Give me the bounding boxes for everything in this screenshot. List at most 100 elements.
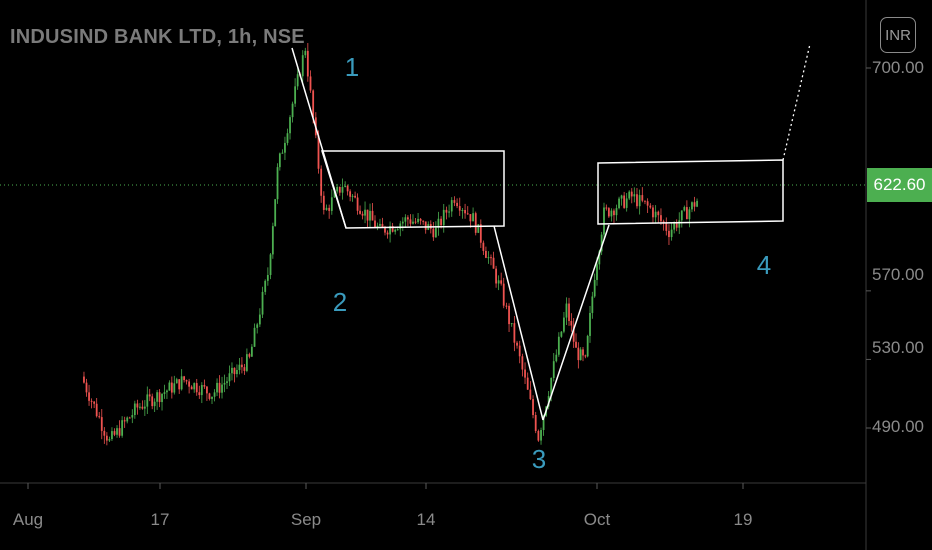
candle-body [474,213,477,233]
candle-body [281,152,284,154]
candle-body [565,303,568,318]
candle-body [301,55,304,77]
candle-body [139,406,141,408]
candle-body [266,274,269,281]
wave-3-4-trendline[interactable] [542,224,610,421]
projection-dotted-line[interactable] [782,43,811,161]
candle-body [245,354,248,371]
candle-body [344,185,347,187]
candle-body [356,197,359,211]
candle-body [322,195,325,210]
candle-body [118,428,121,436]
candle-body [231,367,233,374]
candle-body [572,325,575,342]
candle-body [200,385,203,396]
x-tick-label: 14 [416,510,436,529]
currency-button[interactable]: INR [880,17,916,53]
consolidation-box-left[interactable] [320,150,505,229]
candle-body [203,385,206,387]
candle-body [589,312,591,336]
candle-body [586,335,589,357]
candle-body [518,345,521,357]
candle-body [633,194,636,197]
candle-body [325,207,328,210]
candle-body [508,305,510,325]
candle-body [524,369,526,378]
candle-body [271,226,274,255]
candle-body [628,191,631,199]
candle-body [128,417,131,419]
candle-body [696,200,698,207]
x-tick-label: Aug [12,510,44,529]
candle-body [226,381,228,383]
candle-body [151,396,154,407]
candle-body [161,393,163,403]
candle-body [396,229,399,231]
candle-body [532,399,534,416]
candle-body [289,117,291,134]
candle-body [216,382,218,393]
candle-body [369,210,371,221]
candle-body [691,202,693,210]
candle-body [188,381,191,387]
candle-body [440,218,442,226]
candle-body [364,209,366,216]
drawing-annotations[interactable] [291,43,811,421]
candle-body [374,220,376,228]
candle-body [598,251,601,265]
candle-body [596,264,598,280]
candle-body [401,221,404,224]
wave-2-3-trendline[interactable] [493,225,544,421]
candle-body [206,386,208,394]
candle-body [477,224,480,233]
candle-body [153,401,156,407]
candle-body [336,186,339,192]
candle-body [253,327,256,347]
candle-body [555,354,558,362]
candle-body [432,228,435,238]
candle-body [577,347,580,361]
candle-body [213,392,216,397]
candle-body [193,383,196,390]
candle-body [482,242,485,251]
candle-body [665,223,668,231]
candle-body [591,296,594,313]
candle-body [492,257,495,269]
candle-body [461,210,464,212]
candle-body [95,403,98,417]
candle-body [170,382,173,393]
candle-body [652,207,654,218]
wave-label-4: 4 [756,250,772,280]
candle-body [490,257,492,259]
x-tick-label: 19 [733,510,753,529]
candle-body [312,90,315,118]
wave-label-1: 1 [344,52,360,82]
candle-body [657,211,660,216]
candle-body [618,198,620,209]
candle-body [228,373,231,382]
candle-body [409,219,412,224]
candle-body [673,223,676,230]
consolidation-box-right[interactable] [597,159,784,225]
candle-body [412,221,414,224]
candle-body [630,191,633,197]
candle-body [649,205,652,208]
candle-body [636,194,638,207]
candle-body [320,168,323,196]
candle-body [103,430,106,436]
candle-body [243,367,246,371]
candle-body [414,221,417,223]
candle-body [670,229,673,238]
candle-body [284,142,286,153]
candle-body [123,420,126,422]
candle-body [391,225,394,232]
candle-body [371,210,374,221]
candle-body [464,210,466,214]
candle-body [241,364,243,368]
candlestick-series [83,42,698,446]
candle-body [264,280,267,292]
candle-body [513,323,516,343]
candle-body [258,314,261,325]
candle-body [688,209,691,220]
